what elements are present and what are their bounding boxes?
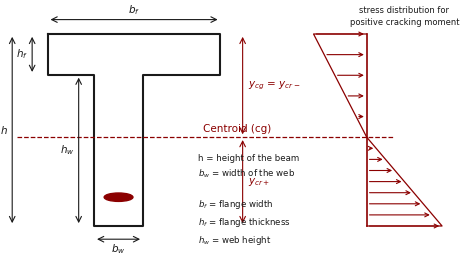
Text: h = height of the beam
$b_w$ = width of the web

$b_f$ = flange width
$h_f$ = fl: h = height of the beam $b_w$ = width of … [198,154,300,247]
Text: stress distribution for
positive cracking moment: stress distribution for positive crackin… [350,6,459,27]
Text: $b_f$: $b_f$ [128,3,140,17]
Ellipse shape [104,193,133,201]
Text: Centroid (cg): Centroid (cg) [203,124,271,134]
Text: $b_w$: $b_w$ [111,242,126,256]
Text: $y_{cg}$ = $y_{cr-}$: $y_{cg}$ = $y_{cr-}$ [248,79,300,92]
Text: $h_f$: $h_f$ [15,47,28,61]
Text: $h$: $h$ [0,124,8,136]
Text: $h_w$: $h_w$ [60,144,74,157]
Text: $y_{cr+}$: $y_{cr+}$ [248,176,270,188]
